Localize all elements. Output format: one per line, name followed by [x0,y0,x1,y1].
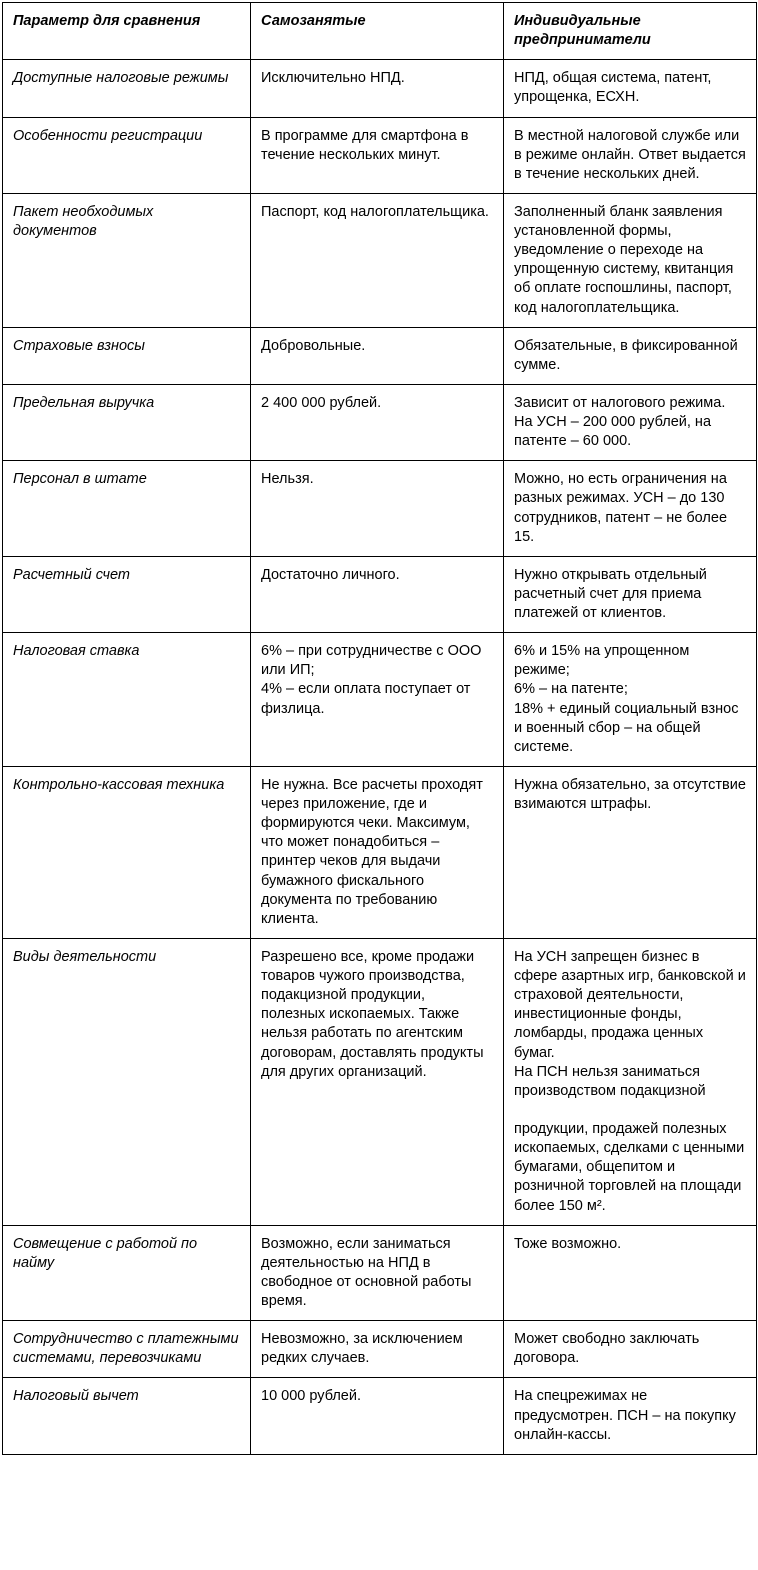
cell-self-employed: Добровольные. [251,327,504,384]
table-row: Персонал в штатеНельзя.Можно, но есть ог… [3,461,757,557]
cell-self-employed: 2 400 000 рублей. [251,384,504,460]
cell-self-employed: Разрешено все, кроме продажи товаров чуж… [251,938,504,1225]
cell-param: Совмещение с работой по найму [3,1225,251,1321]
cell-self-employed: В программе для смартфона в течение неск… [251,117,504,193]
col-header-ip: Индивидуальные предприниматели [504,3,757,60]
table-row: Особенности регистрацииВ программе для с… [3,117,757,193]
cell-self-employed: Достаточно личного. [251,556,504,632]
cell-self-employed: Нельзя. [251,461,504,557]
cell-ip: На спецрежимах не предусмотрен. ПСН – на… [504,1378,757,1454]
cell-param: Виды деятельности [3,938,251,1225]
cell-self-employed: Невозможно, за исключением редких случае… [251,1321,504,1378]
table-row: Виды деятельностиРазрешено все, кроме пр… [3,938,757,1225]
cell-ip: Нужно открывать отдельный расчетный счет… [504,556,757,632]
cell-ip: Зависит от налогового режима. На УСН – 2… [504,384,757,460]
cell-self-employed: Возможно, если заниматься деятельностью … [251,1225,504,1321]
table-row: Налоговая ставка6% – при сотрудничестве … [3,633,757,767]
table-header-row: Параметр для сравнения Самозанятые Индив… [3,3,757,60]
cell-ip: НПД, общая система, патент, упрощенка, Е… [504,60,757,117]
cell-param: Налоговая ставка [3,633,251,767]
cell-self-employed: Не нужна. Все расчеты проходят через при… [251,766,504,938]
cell-param: Налоговый вычет [3,1378,251,1454]
cell-param: Пакет необходимых документов [3,193,251,327]
cell-param: Персонал в штате [3,461,251,557]
cell-self-employed: 6% – при сотрудничестве с ООО или ИП; 4%… [251,633,504,767]
cell-ip: Заполненный бланк заявления установленно… [504,193,757,327]
cell-param: Предельная выручка [3,384,251,460]
cell-ip: Обязательные, в фиксированной сумме. [504,327,757,384]
table-row: Налоговый вычет10 000 рублей.На спецрежи… [3,1378,757,1454]
table-row: Расчетный счетДостаточно личного.Нужно о… [3,556,757,632]
cell-param: Расчетный счет [3,556,251,632]
table-row: Пакет необходимых документовПаспорт, код… [3,193,757,327]
table-row: Совмещение с работой по наймуВозможно, е… [3,1225,757,1321]
cell-param: Особенности регистрации [3,117,251,193]
cell-param: Доступные налоговые режимы [3,60,251,117]
col-header-self-employed: Самозанятые [251,3,504,60]
table-row: Предельная выручка2 400 000 рублей.Завис… [3,384,757,460]
cell-ip: На УСН запрещен бизнес в сфере азартных … [504,938,757,1225]
cell-ip: Нужна обязательно, за отсутствие взимают… [504,766,757,938]
cell-param: Страховые взносы [3,327,251,384]
table-body: Доступные налоговые режимыИсключительно … [3,60,757,1455]
table-row: Страховые взносыДобровольные.Обязательны… [3,327,757,384]
cell-ip: Может свободно заключать договора. [504,1321,757,1378]
col-header-param: Параметр для сравнения [3,3,251,60]
table-row: Доступные налоговые режимыИсключительно … [3,60,757,117]
cell-self-employed: Исключительно НПД. [251,60,504,117]
table-row: Контрольно-кассовая техникаНе нужна. Все… [3,766,757,938]
cell-ip: 6% и 15% на упрощенном режиме; 6% – на п… [504,633,757,767]
cell-ip: Тоже возможно. [504,1225,757,1321]
cell-self-employed: Паспорт, код налогоплательщика. [251,193,504,327]
cell-ip: В местной налоговой службе или в режиме … [504,117,757,193]
cell-param: Сотрудничество с платежными системами, п… [3,1321,251,1378]
cell-ip: Можно, но есть ограничения на разных реж… [504,461,757,557]
table-row: Сотрудничество с платежными системами, п… [3,1321,757,1378]
cell-param: Контрольно-кассовая техника [3,766,251,938]
comparison-table: Параметр для сравнения Самозанятые Индив… [2,2,757,1455]
cell-self-employed: 10 000 рублей. [251,1378,504,1454]
